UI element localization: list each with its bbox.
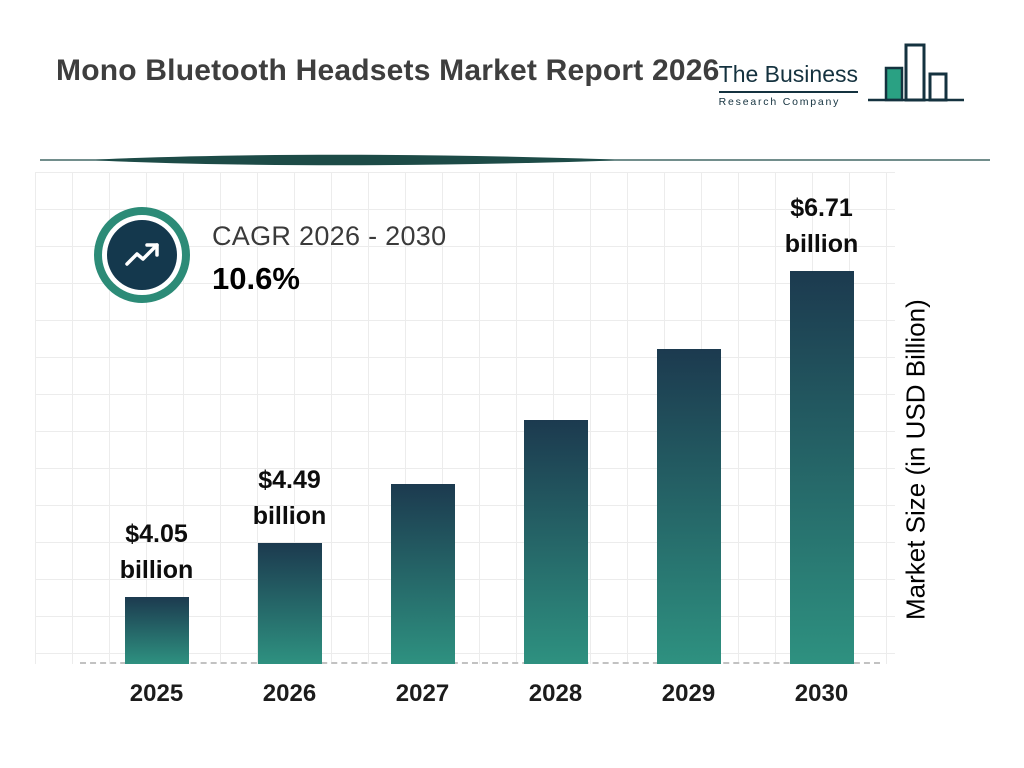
cagr-text-block: CAGR 2026 - 2030 10.6%	[212, 221, 446, 297]
x-axis-label-2028: 2028	[528, 680, 583, 707]
trending-up-icon	[125, 243, 159, 266]
bars-row: $4.05 billion $4.49 billion $6.71 billion	[90, 190, 888, 664]
bar-2030	[789, 271, 854, 664]
bar-2029	[656, 349, 721, 664]
x-axis-label-2026: 2026	[262, 680, 317, 707]
x-axis-label-2025: 2025	[129, 680, 184, 707]
x-axis-label-2030: 2030	[794, 680, 849, 707]
bar-column-2026: $4.49 billion	[223, 462, 356, 664]
x-axis-label-2027: 2027	[395, 680, 450, 707]
logo-name: The Business	[718, 61, 858, 93]
x-axis-labels: 2025 2026 2027 2028 2029 2030	[90, 680, 888, 708]
bar-value-label-2025: $4.05 billion	[119, 519, 194, 584]
cagr-label: CAGR 2026 - 2030	[212, 221, 447, 251]
bar-2028	[523, 420, 588, 664]
divider-accent	[40, 154, 990, 166]
bar-column-2029	[622, 340, 755, 664]
bar-2026	[257, 543, 322, 664]
cagr-value: 10.6%	[212, 261, 300, 296]
cagr-badge	[94, 207, 190, 303]
cagr-badge-circle	[107, 220, 177, 290]
logo-text: The Business Research Company	[718, 61, 858, 108]
bar-column-2027	[356, 475, 489, 664]
bar-2027	[390, 484, 455, 664]
bar-column-2030: $6.71 billion	[755, 190, 888, 664]
logo-subtitle: Research Company	[718, 96, 841, 108]
x-axis-baseline	[80, 662, 880, 664]
page-title: Mono Bluetooth Headsets Market Report 20…	[56, 54, 720, 87]
company-logo: The Business Research Company	[718, 42, 966, 108]
bar-chart-logo-icon	[868, 43, 964, 102]
bar-value-label-2030: $6.71 billion	[784, 193, 859, 258]
y-axis-title: Market Size (in USD Billion)	[900, 299, 931, 621]
bar-value-label-2026: $4.49 billion	[252, 465, 327, 530]
bar-column-2028	[489, 411, 622, 664]
bar-2025	[124, 597, 189, 664]
x-axis-label-2029: 2029	[661, 680, 716, 707]
bar-column-2025: $4.05 billion	[90, 516, 223, 664]
